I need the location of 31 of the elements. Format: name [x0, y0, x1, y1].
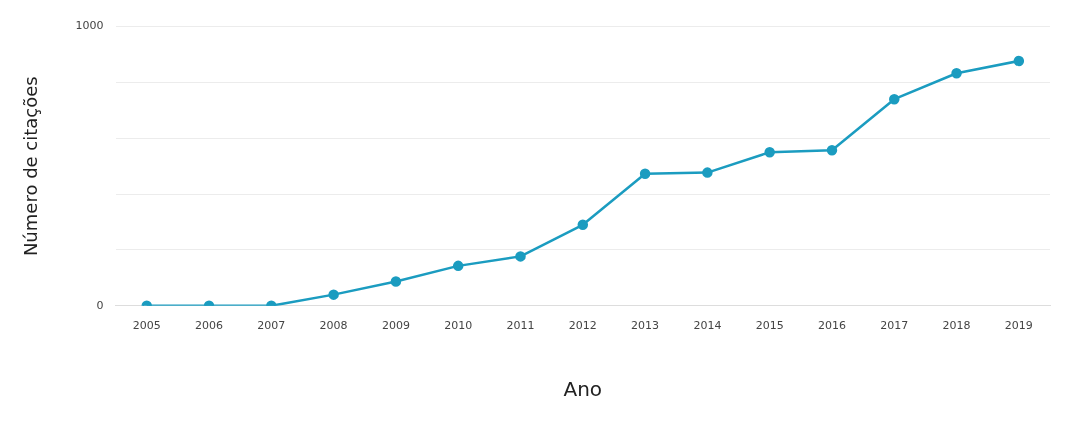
x-tick-label: 2005	[132, 319, 161, 333]
x-tick-label: 2011	[506, 319, 535, 333]
point	[951, 67, 962, 79]
x-tick-label: 2012	[568, 319, 597, 333]
point	[702, 167, 713, 178]
x-tick-label: 2013	[631, 319, 660, 333]
x-tick-label: 2016	[817, 319, 846, 333]
point	[639, 168, 651, 179]
point	[577, 219, 589, 231]
x-tick-label: 2010	[444, 319, 473, 333]
point	[328, 289, 339, 300]
y-axis-title: Número de citações	[20, 76, 42, 257]
point	[452, 260, 464, 272]
point	[764, 146, 775, 158]
point	[390, 276, 402, 287]
point	[1013, 55, 1025, 67]
x-tick-label: 2014	[693, 319, 722, 333]
x-tick-label: 2007	[257, 319, 286, 333]
y-tick-label: 1000	[75, 19, 104, 33]
x-tick-label: 2018	[942, 319, 971, 333]
x-tick-label: 2008	[319, 319, 348, 333]
x-tick-label: 2015	[755, 319, 784, 333]
x-tick-label: 2006	[195, 319, 224, 333]
x-tick-label: 2017	[880, 319, 909, 333]
point	[889, 93, 900, 105]
x-tick-label: 2009	[381, 319, 410, 333]
x-axis-title: Ano	[563, 377, 603, 402]
point	[826, 145, 838, 156]
point	[515, 251, 526, 262]
y-tick-label: 0	[96, 298, 104, 312]
x-tick-label: 2019	[1004, 319, 1033, 333]
